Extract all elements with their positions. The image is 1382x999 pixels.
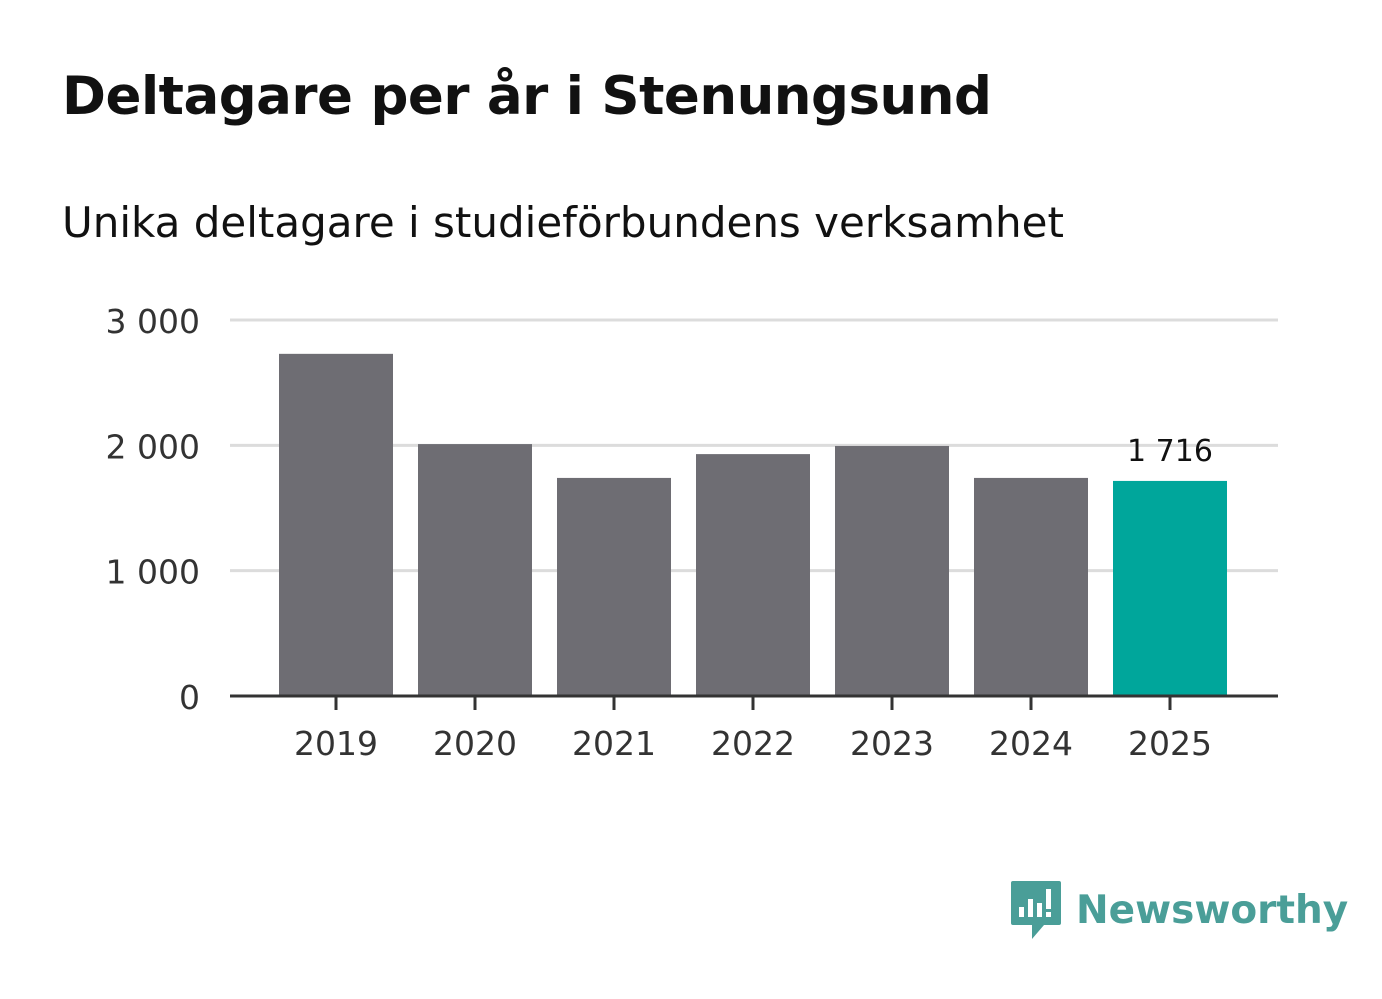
labels: 1 716 [1127, 434, 1213, 469]
bar-2025 [1113, 480, 1227, 696]
y-tick-label: 3 000 [106, 302, 200, 341]
x-tick-label: 2021 [572, 724, 656, 763]
x-tick-label: 2022 [711, 724, 795, 763]
data-label: 1 716 [1127, 434, 1213, 469]
brand-name: Newsworthy [1076, 887, 1349, 933]
y-tick-label: 0 [179, 678, 200, 717]
newsworthy-logo: Newsworthy [1010, 878, 1348, 942]
bar-2022 [696, 454, 810, 696]
chart-subtitle: Unika deltagare i studieförbundens verks… [62, 198, 1064, 247]
bar-2020 [418, 444, 532, 696]
chart-title: Deltagare per år i Stenungsund [62, 66, 992, 127]
bar-2019 [279, 353, 393, 696]
x-tick-label: 2019 [294, 724, 378, 763]
x-tick-label: 2020 [433, 724, 517, 763]
bars [279, 353, 1227, 696]
x-tick-label: 2025 [1128, 724, 1212, 763]
bar-chart-speech-icon [1011, 881, 1061, 939]
axes: 0 1 000 2 000 3 000 2019 2020 2021 2022 2023 2024… [106, 302, 1278, 763]
x-tick-label: 2024 [989, 724, 1073, 763]
bar-2024 [974, 477, 1088, 696]
x-tick-label: 2023 [850, 724, 934, 763]
y-tick-label: 2 000 [106, 427, 200, 466]
y-tick-label: 1 000 [106, 553, 200, 592]
bar-2021 [557, 477, 671, 696]
bar-2023 [835, 445, 949, 696]
